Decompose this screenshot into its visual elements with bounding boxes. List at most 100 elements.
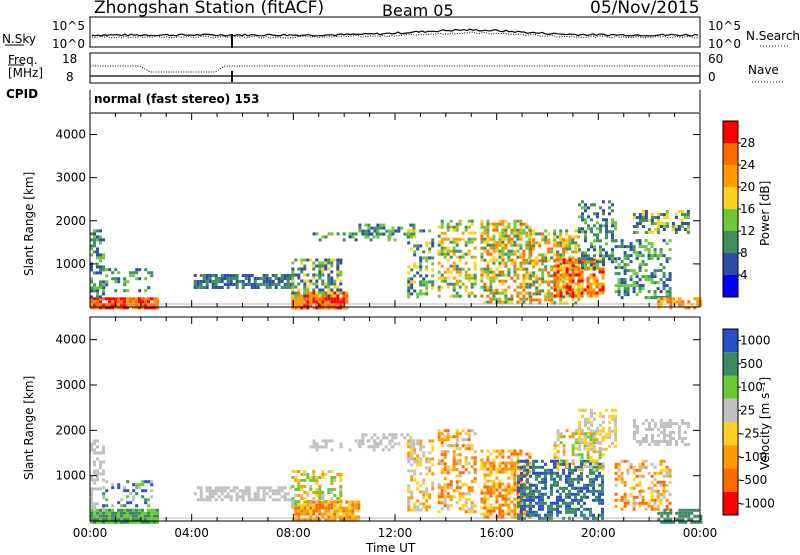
velocity-cell xyxy=(541,498,544,502)
power-cell xyxy=(262,277,266,280)
power-cell xyxy=(132,303,135,307)
velocity-cell xyxy=(306,494,310,497)
power-cell xyxy=(446,270,450,274)
velocity-cell xyxy=(294,476,298,479)
velocity-cell xyxy=(410,457,414,461)
velocity-cell xyxy=(416,463,420,467)
power-cell xyxy=(250,283,254,286)
velocity-cell xyxy=(632,498,636,502)
power-cell xyxy=(90,232,93,236)
power-cell xyxy=(568,247,572,251)
velocity-cell xyxy=(147,480,151,484)
velocity-cell xyxy=(686,425,690,428)
xaxis-label: Time UT xyxy=(366,541,416,555)
power-cell xyxy=(458,279,462,283)
power-cell xyxy=(577,283,581,287)
velocity-cell xyxy=(268,486,272,490)
velocity-cell xyxy=(407,457,411,461)
power-cell xyxy=(495,243,499,247)
velocity-cell xyxy=(364,433,368,437)
power-cell xyxy=(294,285,298,289)
power-cell xyxy=(559,285,563,289)
velocity-cell xyxy=(535,495,538,499)
velocity-cell xyxy=(480,500,484,504)
velocity-cell xyxy=(659,459,663,463)
power-cell xyxy=(562,238,566,242)
velocity-cell xyxy=(492,485,496,489)
power-cell xyxy=(666,297,670,301)
power-cell xyxy=(699,297,703,301)
power-cell xyxy=(550,280,554,284)
velocity-cell xyxy=(321,439,325,443)
power-cell xyxy=(495,228,499,232)
velocity-cell xyxy=(520,516,523,520)
power-cell xyxy=(580,294,584,298)
power-cell xyxy=(376,226,380,230)
velocity-cell xyxy=(550,486,553,490)
power-cell xyxy=(507,240,511,244)
velocity-cell xyxy=(668,437,672,440)
velocity-cell xyxy=(556,429,560,433)
velocity-cell xyxy=(410,508,414,512)
velocity-cell xyxy=(431,448,435,452)
power-cell xyxy=(141,300,144,304)
power-cell xyxy=(324,294,328,298)
velocity-cell xyxy=(259,498,263,502)
velocity-cell xyxy=(217,495,221,499)
power-cell xyxy=(413,265,417,269)
power-cell xyxy=(522,294,526,298)
power-cell xyxy=(574,258,578,262)
power-cell xyxy=(489,288,493,292)
velocity-cell xyxy=(220,489,224,493)
velocity-cell xyxy=(126,495,130,499)
power-cell xyxy=(601,288,605,292)
velocity-cell xyxy=(455,432,459,436)
power-cell xyxy=(562,295,566,299)
power-cell xyxy=(407,235,411,239)
power-cell xyxy=(547,232,551,236)
velocity-cell xyxy=(443,477,447,481)
power-cell xyxy=(333,285,337,289)
power-cell xyxy=(598,288,602,292)
velocity-cell xyxy=(147,520,150,524)
power-cell xyxy=(501,300,505,304)
velocity-cell xyxy=(535,489,538,493)
power-cell xyxy=(568,292,572,296)
power-cell xyxy=(568,273,572,277)
power-cell xyxy=(559,294,563,298)
power-cell xyxy=(611,209,614,213)
velocity-cell xyxy=(470,507,474,511)
power-cell xyxy=(312,264,316,268)
velocity-cell xyxy=(583,492,586,496)
velocity-cell xyxy=(565,459,569,463)
power-cell xyxy=(199,274,203,277)
power-cell xyxy=(492,258,496,262)
power-cell xyxy=(638,239,642,243)
velocity-cell xyxy=(138,511,141,515)
velocity-cell xyxy=(141,483,145,487)
power-cell xyxy=(680,210,684,213)
velocity-cell xyxy=(680,440,684,443)
power-cell xyxy=(678,300,682,304)
power-cell xyxy=(449,264,453,268)
velocity-cell xyxy=(412,439,416,443)
power-cell xyxy=(556,250,560,254)
power-cell xyxy=(268,286,272,289)
velocity-cell xyxy=(144,517,147,521)
power-cell xyxy=(671,225,675,228)
power-cell xyxy=(489,243,493,247)
power-cell xyxy=(562,247,566,251)
velocity-cell xyxy=(416,454,420,458)
power-cell xyxy=(583,261,587,265)
power-cell xyxy=(291,294,295,298)
velocity-cell xyxy=(312,476,316,479)
power-cell xyxy=(592,288,596,292)
power-cell xyxy=(147,297,150,301)
power-cell xyxy=(467,279,471,283)
power-cell xyxy=(662,239,666,243)
velocity-cell xyxy=(492,461,496,465)
velocity-cell xyxy=(199,498,203,502)
power-cell xyxy=(486,219,490,223)
power-cell xyxy=(587,224,590,228)
velocity-cell xyxy=(590,444,593,448)
